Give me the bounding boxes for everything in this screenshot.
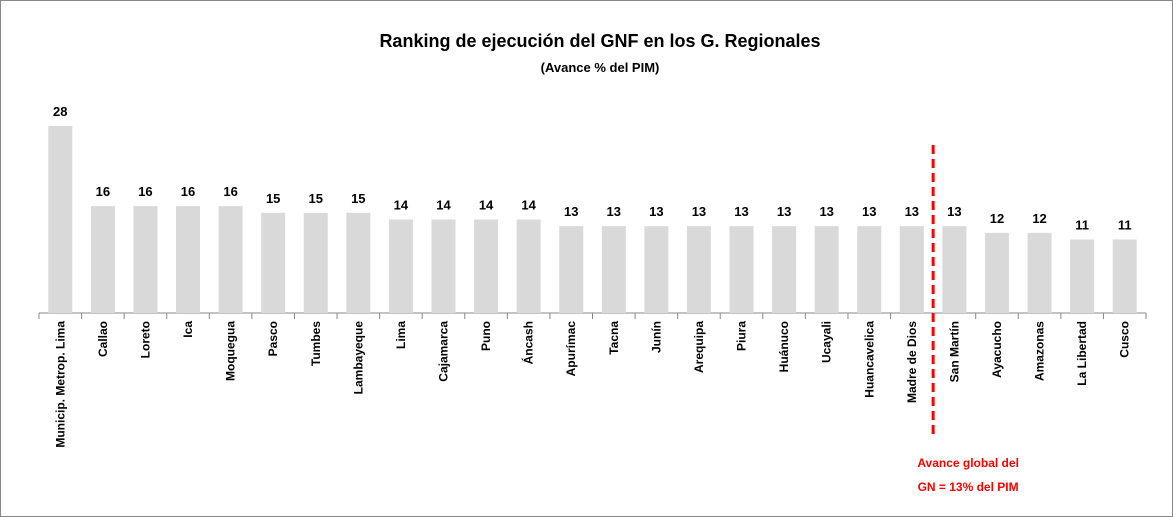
data-label: 12 (990, 211, 1004, 226)
data-label: 11 (1118, 218, 1132, 233)
bar (729, 226, 754, 313)
data-label: 13 (777, 204, 791, 219)
x-tick-label: Cajamarca (436, 321, 450, 382)
bar (559, 226, 584, 313)
x-tick-label: Lima (394, 321, 408, 349)
data-label: 13 (564, 204, 578, 219)
bar (686, 226, 711, 313)
bar (261, 212, 286, 313)
x-tick-label: Ucayali (820, 321, 834, 363)
annotation: GN = 13% del PIM (918, 480, 1019, 494)
data-label: 15 (309, 191, 323, 206)
bar (176, 206, 201, 313)
bar (133, 206, 158, 313)
x-tick-label: Cusco (1118, 321, 1132, 358)
x-tick-label: Pasco (266, 321, 280, 356)
bar (601, 226, 626, 313)
bar (942, 226, 967, 313)
data-label: 13 (819, 204, 833, 219)
data-label: 13 (692, 204, 706, 219)
bar (474, 219, 499, 313)
x-tick-label: Piura (735, 321, 749, 351)
x-tick-label: Loreto (138, 321, 152, 358)
data-label: 15 (351, 191, 365, 206)
x-tick-label: Ayacucho (990, 321, 1004, 378)
x-tick-label: Puno (479, 321, 493, 351)
data-label: 13 (607, 204, 621, 219)
bar (516, 219, 541, 313)
x-tick-label: Ica (181, 321, 195, 338)
data-label: 11 (1075, 218, 1089, 233)
bar (431, 219, 456, 313)
data-label: 13 (862, 204, 876, 219)
x-tick-label: Madre de Dios (905, 321, 919, 403)
bar (218, 206, 243, 313)
bar (48, 125, 73, 314)
x-tick-label: Áncash (521, 321, 536, 364)
x-tick-label: Callao (96, 321, 110, 357)
bar (984, 232, 1009, 313)
bar (346, 212, 371, 313)
data-label: 12 (1032, 211, 1046, 226)
data-label: 28 (53, 104, 67, 119)
x-tick-label: Tacna (607, 321, 621, 355)
x-tick-label: Huancavelica (862, 321, 876, 398)
data-label: 13 (947, 204, 961, 219)
x-tick-label: Moquegua (224, 321, 238, 381)
data-label: 13 (649, 204, 663, 219)
chart-subtitle: (Avance % del PIM) (541, 60, 660, 75)
x-tick-label: Apurímac (564, 321, 578, 377)
data-label: 14 (436, 197, 451, 212)
data-label: 14 (479, 197, 494, 212)
data-label: 15 (266, 191, 280, 206)
data-label: 13 (734, 204, 748, 219)
bar (1027, 232, 1052, 313)
bar (1112, 239, 1137, 313)
data-label: 14 (521, 197, 536, 212)
x-tick-label: Arequipa (692, 321, 706, 373)
x-tick-label: Municip. Metrop. Lima (53, 321, 67, 448)
data-label: 16 (181, 184, 195, 199)
bar (90, 206, 115, 313)
bar (388, 219, 413, 313)
bar (814, 226, 839, 313)
data-label: 16 (138, 184, 152, 199)
chart-title: Ranking de ejecución del GNF en los G. R… (379, 31, 820, 51)
bar (644, 226, 669, 313)
x-tick-label: San Martín (947, 321, 961, 382)
data-label: 16 (223, 184, 237, 199)
x-tick-label: Tumbes (309, 321, 323, 366)
x-tick-label: La Libertad (1075, 321, 1089, 386)
data-label: 16 (96, 184, 110, 199)
bar (899, 226, 924, 313)
bar (1070, 239, 1095, 313)
x-tick-label: Lambayeque (351, 321, 365, 395)
x-tick-label: Amazonas (1033, 321, 1047, 381)
bar (857, 226, 882, 313)
x-tick-label: Junín (649, 321, 663, 353)
bar (772, 226, 797, 313)
annotation: Avance global del (917, 456, 1019, 470)
bar (303, 212, 328, 313)
data-label: 14 (394, 197, 409, 212)
x-tick-label: Huánuco (777, 321, 791, 372)
data-label: 13 (905, 204, 919, 219)
